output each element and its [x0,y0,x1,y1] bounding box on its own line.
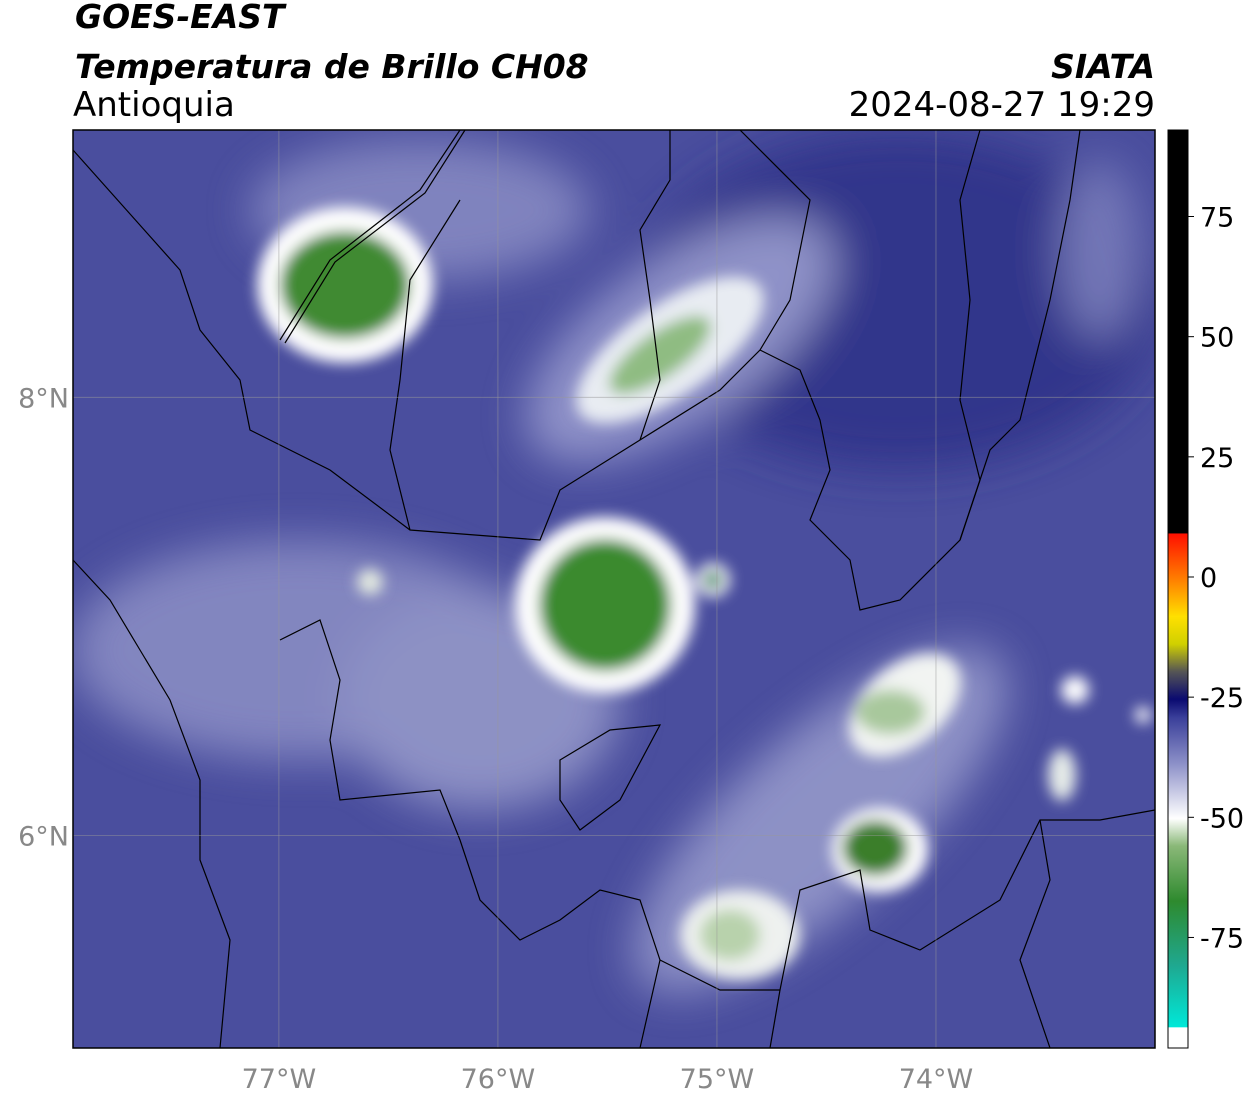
colorbar-tick-label: 75 [1200,203,1234,234]
y-tick-label: 6°N [18,821,69,852]
y-tick-label: 8°N [18,383,69,414]
colorbar-tick-label: 50 [1200,323,1234,354]
colorbar-tick-label: -75 [1200,923,1244,954]
colorbar-tick-label: 0 [1200,563,1217,594]
x-tick-label: 76°W [461,1064,536,1095]
x-tick-label: 75°W [680,1064,755,1095]
map-frame [72,129,1156,1049]
x-tick-label: 77°W [242,1064,317,1095]
colorbar [1167,129,1189,1049]
map-image [73,130,1155,1048]
datetime: 2024-08-27 19:29 [849,85,1155,125]
region: Antioquia [73,85,235,125]
grid [73,130,1155,1048]
subtitle: Temperatura de Brillo CH08 [75,47,589,86]
colorbar-tick-label: -50 [1200,803,1244,834]
title: GOES-EAST [75,0,287,36]
colorbar-tick-label: -25 [1200,683,1244,714]
x-tick-label: 74°W [899,1064,974,1095]
boundaries [73,130,1155,1048]
colorbar-tick-label: 25 [1200,443,1234,474]
source: SIATA [1051,47,1155,86]
